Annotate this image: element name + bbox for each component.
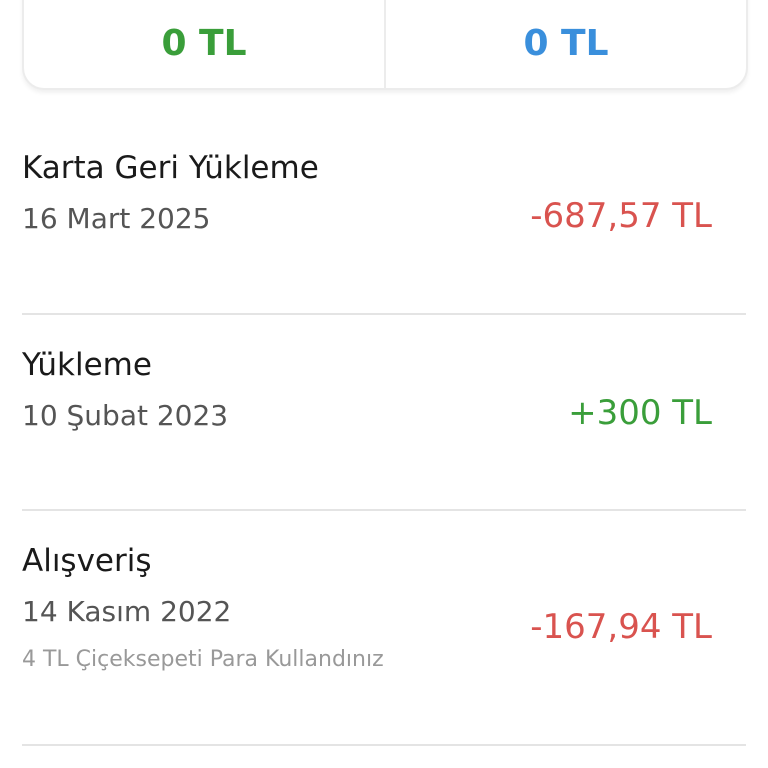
transaction-row[interactable]: Alışveriş 14 Kasım 2022 4 TL Çiçeksepeti… <box>22 511 746 746</box>
balance-summary-card: 0 TL 0 TL <box>22 0 748 90</box>
transaction-date: 10 Şubat 2023 <box>22 399 229 432</box>
transaction-row[interactable]: Yükleme 10 Şubat 2023 +300 TL <box>22 315 746 511</box>
transaction-title: Yükleme <box>22 347 152 383</box>
transaction-row[interactable]: Karta Geri Yükleme 16 Mart 2025 -687,57 … <box>22 130 746 315</box>
transaction-title: Karta Geri Yükleme <box>22 150 319 186</box>
transaction-title: Alışveriş <box>22 543 152 579</box>
transaction-date: 16 Mart 2025 <box>22 202 211 235</box>
transaction-amount: -687,57 TL <box>530 196 712 236</box>
transaction-note: 4 TL Çiçeksepeti Para Kullandınız <box>22 647 384 672</box>
transaction-date: 14 Kasım 2022 <box>22 595 232 628</box>
summary-left: 0 TL <box>24 0 386 88</box>
summary-right-value: 0 TL <box>523 23 609 64</box>
summary-right: 0 TL <box>386 0 746 88</box>
transaction-amount: -167,94 TL <box>530 607 712 647</box>
summary-left-value: 0 TL <box>161 23 247 64</box>
transaction-amount: +300 TL <box>568 393 712 433</box>
